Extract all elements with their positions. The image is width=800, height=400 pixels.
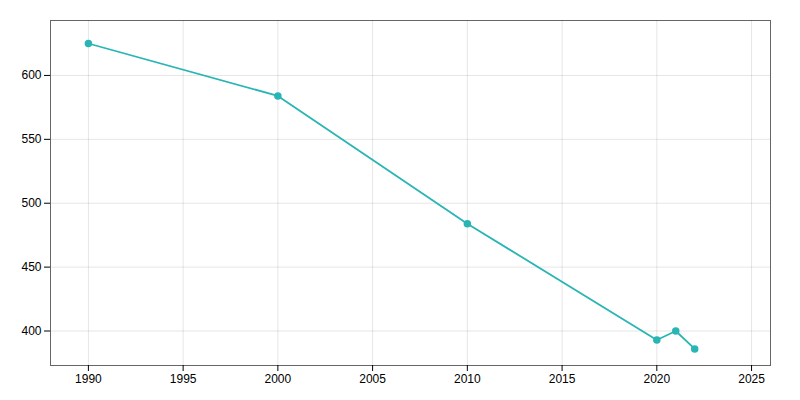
svg-text:2020: 2020 <box>643 372 670 386</box>
svg-text:2000: 2000 <box>265 372 292 386</box>
svg-text:2010: 2010 <box>454 372 481 386</box>
svg-text:2025: 2025 <box>738 372 765 386</box>
svg-text:1990: 1990 <box>75 372 102 386</box>
svg-text:400: 400 <box>21 324 41 338</box>
svg-text:550: 550 <box>21 132 41 146</box>
svg-text:1995: 1995 <box>170 372 197 386</box>
svg-text:500: 500 <box>21 196 41 210</box>
svg-text:600: 600 <box>21 68 41 82</box>
svg-text:450: 450 <box>21 260 41 274</box>
svg-text:2005: 2005 <box>359 372 386 386</box>
svg-text:2015: 2015 <box>549 372 576 386</box>
